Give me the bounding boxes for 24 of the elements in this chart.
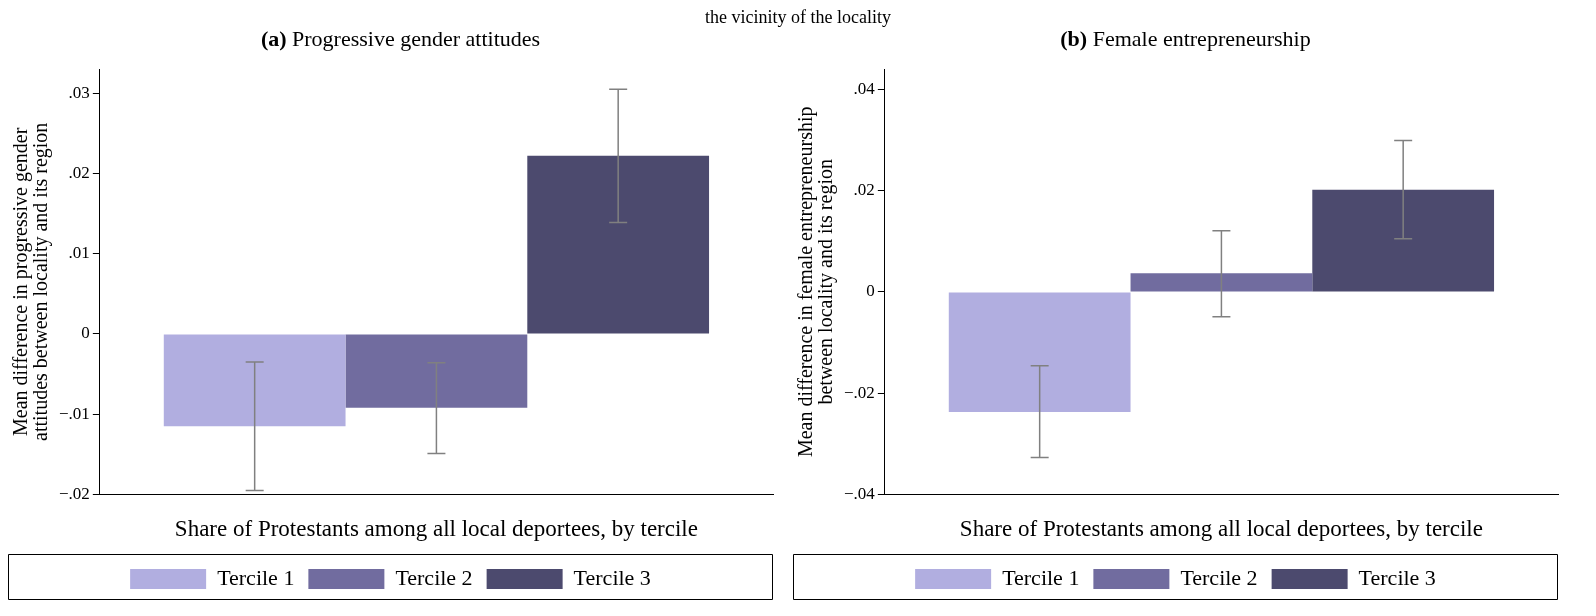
chart-title: (a) Progressive gender attitudes [259, 26, 542, 53]
legend-label: Tercile 3 [1358, 564, 1436, 590]
x-axis-title: Share of Protestants among all local deportees, by tercile [959, 516, 1483, 542]
chart-title: (b) Female entrepreneurship [1059, 26, 1312, 53]
y-tick-label: −.04 [843, 483, 876, 503]
y-tick-label: 0 [866, 281, 875, 301]
y-tick-label: .03 [68, 82, 90, 102]
legend-label: Tercile 2 [1180, 564, 1258, 590]
y-tick-label: .01 [68, 243, 90, 263]
legend-label: Tercile 1 [217, 564, 295, 590]
x-axis-title: Share of Protestants among all local deportees, by tercile [174, 516, 698, 542]
text: the vicinity of the locality [704, 7, 892, 27]
y-tick-label: 0 [81, 323, 90, 343]
y-tick-label: −.02 [843, 382, 875, 402]
y-axis-title: Mean difference in female entrepreneurship between locality and its region [794, 106, 838, 458]
legend-label: Tercile 2 [395, 564, 473, 590]
y-tick-label: −.02 [58, 483, 90, 503]
y-tick-label: .02 [68, 162, 90, 182]
y-axis-title: Mean difference in progressive gender attitudes between locality and its region [9, 122, 53, 441]
legend-label: Tercile 3 [573, 564, 651, 590]
y-tick-label: .02 [853, 180, 875, 200]
y-tick-label: .04 [853, 78, 876, 98]
legend-label: Tercile 1 [1002, 564, 1080, 590]
y-tick-label: −.01 [58, 403, 90, 423]
